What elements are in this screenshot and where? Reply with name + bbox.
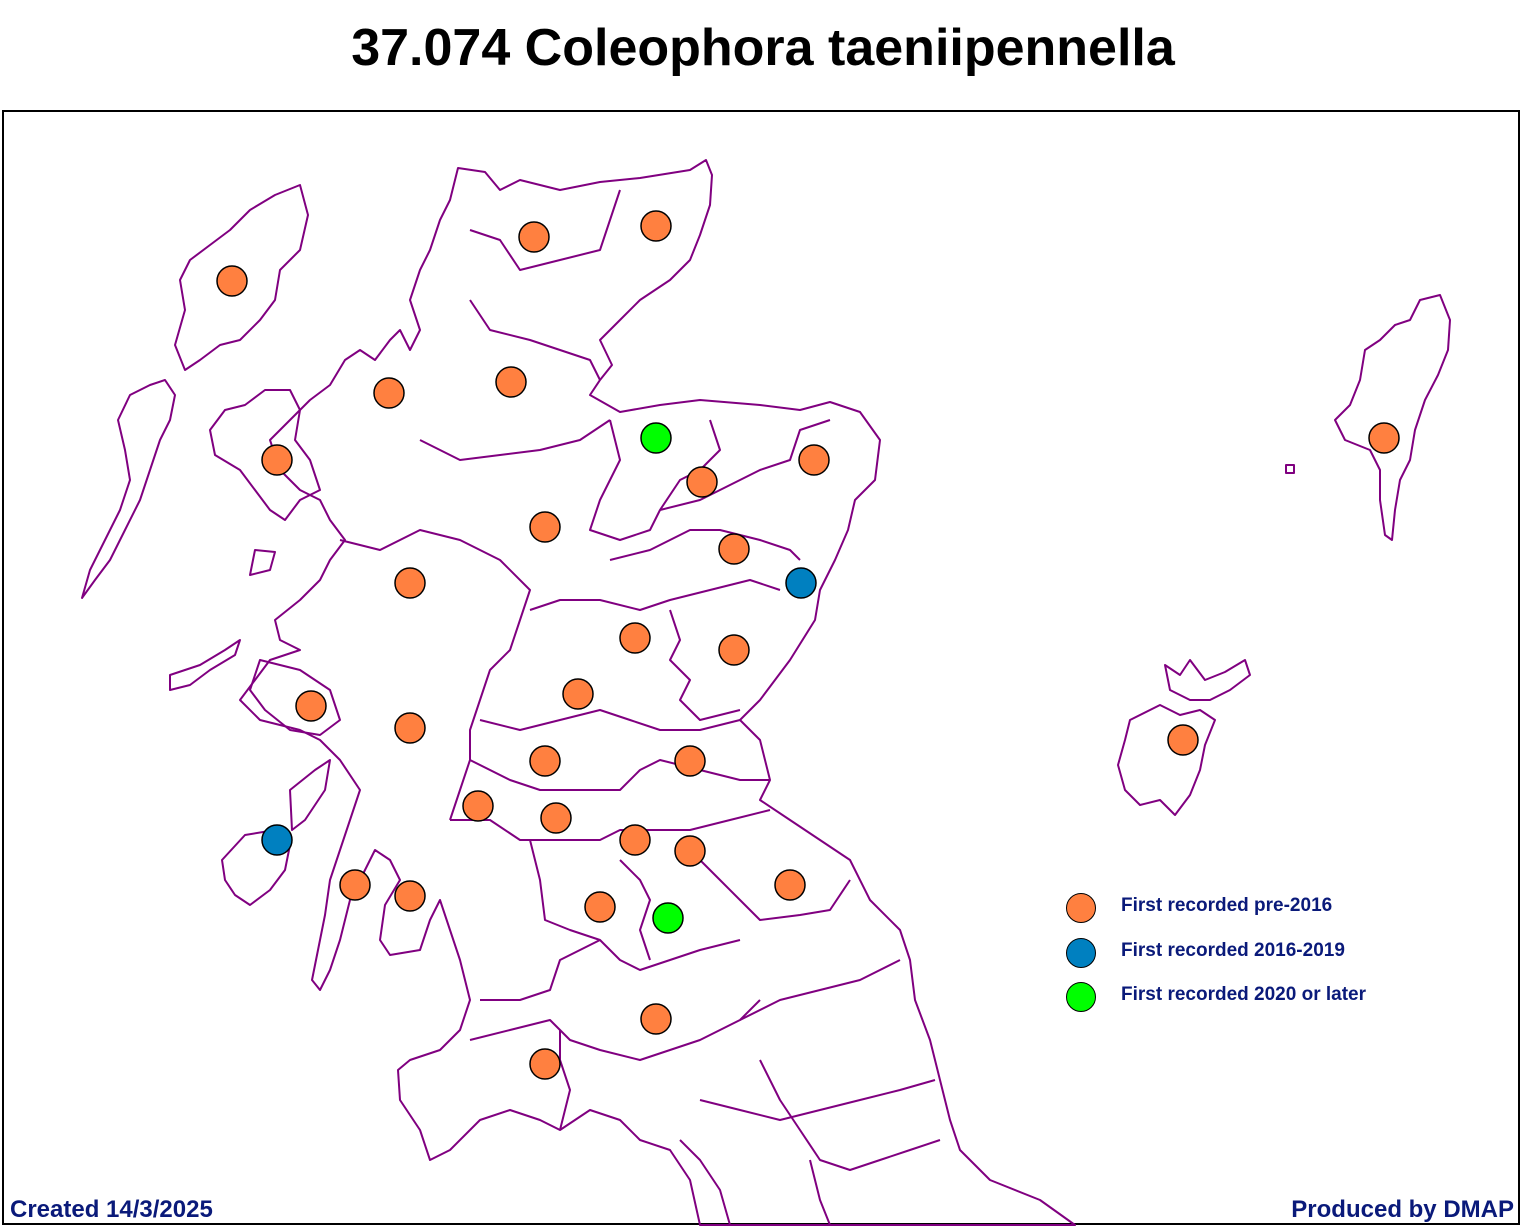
county-boundary bbox=[450, 809, 771, 841]
record-dot-pre2016 bbox=[339, 869, 371, 901]
county-boundary bbox=[479, 709, 741, 731]
fair-isle bbox=[1285, 464, 1295, 474]
county-boundary bbox=[469, 299, 601, 381]
record-dot-pre2016 bbox=[394, 880, 426, 912]
county-boundary bbox=[809, 1159, 831, 1226]
county-boundary bbox=[480, 939, 601, 1001]
record-dot-y2020_later bbox=[652, 902, 684, 934]
record-dot-pre2016 bbox=[674, 835, 706, 867]
legend-swatch-pre2016 bbox=[1066, 893, 1096, 923]
record-dot-pre2016 bbox=[529, 745, 561, 777]
map-title: 37.074 Coleophora taeniipennella bbox=[351, 19, 1175, 77]
small-isle bbox=[249, 549, 276, 576]
county-boundary bbox=[699, 859, 851, 921]
county-boundary bbox=[589, 419, 721, 541]
county-boundary bbox=[679, 1139, 731, 1226]
record-dot-pre2016 bbox=[495, 366, 527, 398]
county-boundary bbox=[619, 859, 651, 961]
legend-label: First recorded pre-2016 bbox=[1121, 895, 1333, 916]
record-dot-pre2016 bbox=[774, 869, 806, 901]
skye bbox=[209, 389, 321, 521]
county-boundary bbox=[659, 419, 831, 511]
record-dot-pre2016 bbox=[640, 210, 672, 242]
vice-county-boundaries bbox=[81, 159, 1451, 1226]
record-dot-y2020_later bbox=[640, 422, 672, 454]
legend-swatch-y2020_later bbox=[1066, 982, 1096, 1012]
record-dot-pre2016 bbox=[1368, 422, 1400, 454]
record-dot-y2016_2019 bbox=[261, 824, 293, 856]
record-dot-pre2016 bbox=[529, 1048, 561, 1080]
record-dot-pre2016 bbox=[619, 622, 651, 654]
orkney-north bbox=[1164, 659, 1251, 701]
record-dot-pre2016 bbox=[640, 1003, 672, 1035]
county-boundary bbox=[559, 1030, 571, 1131]
record-dot-pre2016 bbox=[529, 511, 561, 543]
created-date: Created 14/3/2025 bbox=[10, 1196, 213, 1223]
orkney bbox=[1117, 704, 1216, 816]
record-dot-pre2016 bbox=[619, 824, 651, 856]
record-dot-pre2016 bbox=[216, 265, 248, 297]
county-boundary bbox=[609, 529, 801, 561]
record-dot-pre2016 bbox=[394, 567, 426, 599]
record-dots bbox=[216, 210, 1400, 1080]
record-dot-pre2016 bbox=[686, 466, 718, 498]
record-dot-pre2016 bbox=[261, 444, 293, 476]
record-dot-pre2016 bbox=[518, 221, 550, 253]
coll-tiree bbox=[169, 639, 241, 691]
legend-label: First recorded 2016-2019 bbox=[1121, 940, 1345, 961]
mainland-coastline bbox=[239, 159, 1076, 1226]
record-dot-pre2016 bbox=[540, 802, 572, 834]
county-boundary bbox=[469, 759, 770, 791]
county-boundary bbox=[469, 999, 761, 1061]
record-dot-pre2016 bbox=[394, 712, 426, 744]
county-boundary bbox=[759, 1059, 941, 1171]
legend-swatch-y2016_2019 bbox=[1066, 938, 1096, 968]
mull bbox=[249, 659, 341, 736]
county-boundary bbox=[529, 839, 741, 971]
produced-by: Produced by DMAP bbox=[1291, 1196, 1514, 1223]
outer-hebrides-north bbox=[174, 184, 309, 371]
county-boundary bbox=[669, 609, 741, 721]
outer-hebrides-south bbox=[81, 379, 176, 599]
record-dot-pre2016 bbox=[562, 678, 594, 710]
shetland bbox=[1334, 294, 1451, 541]
record-dot-pre2016 bbox=[1167, 724, 1199, 756]
record-dot-pre2016 bbox=[373, 377, 405, 409]
county-boundary bbox=[339, 529, 531, 821]
record-dot-y2016_2019 bbox=[785, 567, 817, 599]
record-dot-pre2016 bbox=[718, 533, 750, 565]
record-dot-pre2016 bbox=[718, 634, 750, 666]
county-boundary bbox=[739, 959, 901, 1021]
county-boundary bbox=[699, 1079, 936, 1121]
record-dot-pre2016 bbox=[584, 891, 616, 923]
legend-label: First recorded 2020 or later bbox=[1121, 984, 1366, 1005]
jura bbox=[289, 759, 331, 831]
record-dot-pre2016 bbox=[798, 444, 830, 476]
record-dot-pre2016 bbox=[462, 790, 494, 822]
county-boundary bbox=[419, 419, 611, 461]
record-dot-pre2016 bbox=[674, 745, 706, 777]
county-boundary bbox=[529, 579, 781, 611]
county-boundary bbox=[469, 189, 621, 271]
record-dot-pre2016 bbox=[295, 690, 327, 722]
